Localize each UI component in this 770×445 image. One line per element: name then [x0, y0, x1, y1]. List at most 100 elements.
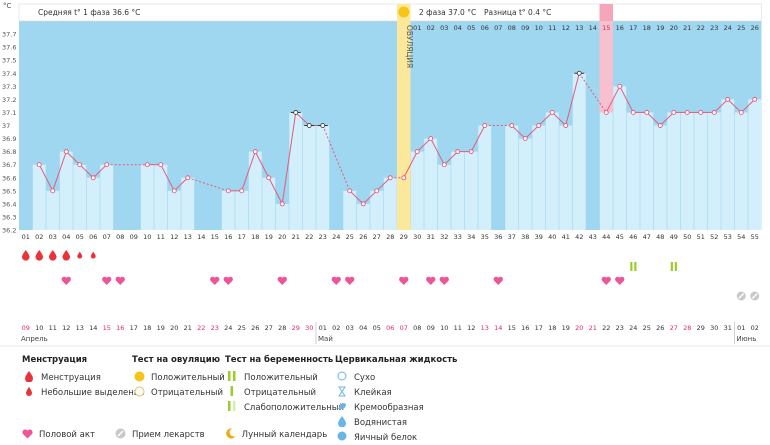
heart-icon	[223, 276, 233, 285]
temp-bar	[667, 112, 681, 230]
calendar-date: 01	[737, 324, 745, 332]
temp-bar	[73, 164, 87, 230]
calendar-date: 17	[130, 324, 138, 332]
cycle-day-top-label: 22	[697, 24, 705, 32]
legend-item: Слабоположительный	[244, 402, 345, 413]
temp-bar	[86, 177, 100, 230]
calendar-date: 16	[521, 324, 529, 332]
heart-icon	[102, 276, 112, 285]
cycle-day-number: 18	[251, 233, 259, 241]
cycle-day-number: 11	[157, 233, 165, 241]
calendar-date: 19	[562, 324, 570, 332]
temp-point	[563, 123, 569, 128]
cycle-day-number: 46	[629, 233, 637, 241]
legend-item: Отрицательный	[151, 387, 223, 398]
temp-bar	[626, 112, 640, 230]
temp-point	[347, 188, 353, 194]
temp-bar	[748, 99, 762, 230]
temp-point	[468, 149, 474, 155]
temp-point	[77, 162, 83, 168]
calendar-date: 15	[508, 324, 516, 332]
temp-bar	[680, 112, 694, 230]
temp-line-segment	[187, 177, 229, 192]
temp-bar	[707, 112, 721, 230]
temp-point	[671, 109, 677, 115]
calendar-date: 18	[548, 324, 556, 332]
double-bar-icon	[225, 371, 239, 384]
calendar-date: 29	[697, 324, 705, 332]
cycle-day-number: 34	[467, 233, 475, 241]
temp-point	[522, 136, 528, 142]
temp-line-segment	[38, 164, 54, 192]
temp-line-segment	[511, 125, 526, 139]
temp-bar	[734, 112, 748, 230]
temp-bar	[248, 151, 262, 230]
cycle-day-top-label: 17	[629, 24, 637, 32]
positive-circle-icon	[132, 371, 146, 385]
heart-icon	[277, 276, 287, 285]
calendar-date: 18	[143, 324, 151, 332]
temp-line-segment	[470, 125, 486, 152]
temp-bar	[59, 151, 73, 230]
calendar-date: 26	[656, 324, 664, 332]
temp-line-segment	[538, 112, 553, 126]
temp-line-segment	[565, 73, 580, 126]
temp-point	[266, 175, 272, 181]
preg-test-bar	[634, 262, 637, 271]
cycle-day-number: 48	[656, 233, 664, 241]
y-tick-label: 36.4	[2, 200, 16, 208]
cycle-day-number: 01	[22, 233, 30, 241]
temp-bar	[451, 151, 465, 230]
y-tick-label: 37.7	[2, 31, 16, 39]
temp-point	[158, 162, 164, 168]
calendar-date: 27	[670, 324, 678, 332]
temp-bar	[275, 203, 289, 230]
temp-bar	[262, 177, 276, 230]
cycle-day-number: 53	[724, 233, 732, 241]
temp-point	[50, 188, 56, 194]
temp-bar	[46, 190, 60, 230]
temp-point	[698, 109, 704, 115]
cycle-day-top-label: 24	[724, 24, 732, 32]
egg-white-icon	[335, 431, 349, 444]
cycle-day-top-label: 08	[508, 24, 516, 32]
calendar-date: 16	[116, 324, 124, 332]
temp-line-segment	[79, 164, 94, 179]
temp-point	[320, 123, 326, 128]
calendar-date: 27	[265, 324, 273, 332]
cycle-day-top-label: 23	[710, 24, 718, 32]
temp-bar	[383, 177, 397, 230]
temp-line-segment	[281, 112, 297, 204]
temp-point	[711, 109, 717, 115]
temp-line-segment	[659, 112, 675, 126]
cycle-day-top-label: 07	[494, 24, 502, 32]
temp-point	[374, 188, 380, 194]
cycle-day-number: 47	[643, 233, 651, 241]
calendar-date: 25	[643, 324, 651, 332]
calendar-date: 09	[22, 324, 30, 332]
temp-line-segment	[524, 125, 540, 139]
cycle-day-number: 35	[481, 233, 489, 241]
cycle-day-number: 32	[440, 233, 448, 241]
y-tick-label: 37.5	[2, 57, 16, 65]
sticky-icon	[335, 386, 349, 400]
temp-line-segment	[254, 151, 270, 178]
temp-bar	[424, 138, 438, 230]
calendar-date: 31	[724, 324, 732, 332]
cycle-day-number: 49	[670, 233, 678, 241]
temp-line-segment	[362, 190, 378, 205]
cycle-day-number: 30	[413, 233, 421, 241]
calendar-date: 12	[62, 324, 70, 332]
temp-point	[225, 188, 231, 194]
cycle-day-number: 20	[278, 233, 286, 241]
cycle-day-number: 10	[143, 233, 151, 241]
calendar-date: 20	[575, 324, 583, 332]
legend-item: Яичный белок	[354, 432, 418, 443]
temp-point	[63, 149, 69, 155]
legend-item: Положительный	[151, 372, 225, 383]
temp-bar	[505, 125, 519, 230]
y-tick-label: 36.5	[2, 187, 16, 195]
temp-point	[252, 149, 258, 155]
temp-bar	[532, 125, 546, 230]
calendar-date: 05	[373, 324, 381, 332]
